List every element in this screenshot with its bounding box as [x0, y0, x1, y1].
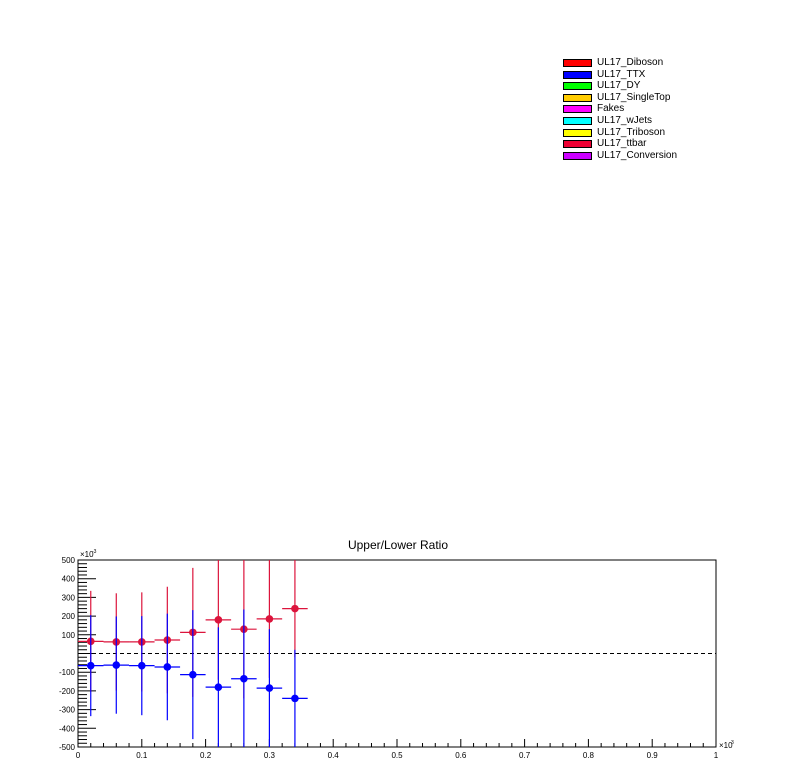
legend-entry: UL17_SingleTop [561, 91, 721, 105]
marker [265, 615, 274, 623]
legend-label: UL17_SingleTop [597, 91, 671, 103]
legend-label: UL17_Triboson [597, 126, 666, 138]
x-tick-label: 0.3 [264, 751, 276, 760]
x-tick-label: 0 [76, 751, 81, 760]
legend-swatch [563, 82, 592, 91]
x-tick-label: 0.2 [200, 751, 212, 760]
x-tick-label: 0.5 [391, 751, 403, 760]
data-point [282, 560, 308, 658]
marker [265, 684, 274, 692]
legend-label: UL17_Conversion [597, 149, 678, 161]
legend-label: UL17_Diboson [597, 57, 664, 68]
x-tick-label: 0.7 [519, 751, 531, 760]
axes: 0 0.1 0.2 0.3 0.4 0.5 0.6 0.7 0.8 0.9 1 500 400 300 20… [59, 549, 734, 760]
marker [189, 670, 197, 679]
legend-entry: UL17_Diboson [561, 57, 721, 70]
data-point [256, 629, 283, 747]
y-exponent-label: ×10 [80, 550, 94, 559]
y-tick-label: -300 [59, 706, 76, 715]
y-tick-label: 300 [62, 593, 76, 602]
marker [214, 683, 223, 691]
legend-label: UL17_TTX [597, 68, 646, 80]
legend-label: UL17_DY [597, 80, 641, 92]
legend-label: UL17_wJets [597, 114, 653, 126]
y-tick-label: 400 [62, 575, 76, 584]
legend-entry: UL17_ttbar [561, 138, 721, 151]
y-tick-label: -100 [59, 668, 76, 677]
y-tick-label: -400 [59, 724, 76, 733]
chart-title: Upper/Lower Ratio [348, 538, 448, 552]
legend-entry: Fakes [561, 103, 721, 116]
legend-entry: UL17_Triboson [561, 126, 721, 140]
x-tick-label: 0.6 [455, 751, 467, 760]
y-tick-label: -200 [59, 687, 76, 696]
data-point [78, 615, 104, 717]
y-tick-label: 100 [62, 631, 76, 640]
y-exponent: -3 [92, 549, 97, 555]
legend: UL17_Diboson UL17_TTX UL17_DY UL17_SingleTo… [561, 57, 721, 163]
legend-swatch [563, 70, 592, 79]
marker [86, 661, 95, 670]
data-point [282, 649, 308, 747]
y-tick-label: 500 [62, 556, 76, 565]
legend-swatch [563, 105, 592, 114]
data-point [129, 616, 155, 716]
marker [112, 661, 121, 669]
legend-label: Fakes [597, 103, 625, 115]
marker [240, 674, 248, 683]
legend-entry: UL17_TTX [561, 68, 721, 82]
marker [138, 661, 146, 670]
data-point [154, 613, 181, 721]
x-exponent: 3 [731, 740, 734, 746]
x-tick-label: 0.4 [328, 751, 340, 760]
x-tick-label: 0.9 [647, 751, 659, 760]
legend-swatch [563, 116, 592, 125]
y-tick-label: -500 [59, 743, 76, 752]
legend-entry: UL17_DY [561, 80, 721, 93]
legend-swatch [563, 128, 592, 137]
marker [291, 604, 299, 613]
data-points [78, 560, 308, 747]
marker [214, 616, 223, 624]
data-point [103, 616, 130, 714]
legend-swatch [563, 140, 592, 149]
legend-swatch [563, 59, 592, 67]
x-exponent-label: ×10 [719, 741, 733, 750]
x-tick-label: 1 [714, 751, 719, 760]
x-tick-label: 0.8 [583, 751, 595, 760]
y-tick-label: 200 [62, 612, 76, 621]
marker [163, 663, 172, 671]
x-tick-label: 0.1 [136, 751, 148, 760]
data-point [231, 609, 257, 747]
legend-swatch [563, 93, 592, 102]
data-point [180, 610, 206, 740]
legend-swatch [563, 151, 592, 160]
legend-entry: UL17_Conversion [561, 149, 721, 163]
marker [291, 694, 299, 703]
data-point [205, 627, 232, 747]
legend-label: UL17_ttbar [597, 138, 647, 150]
legend-entry: UL17_wJets [561, 114, 721, 128]
